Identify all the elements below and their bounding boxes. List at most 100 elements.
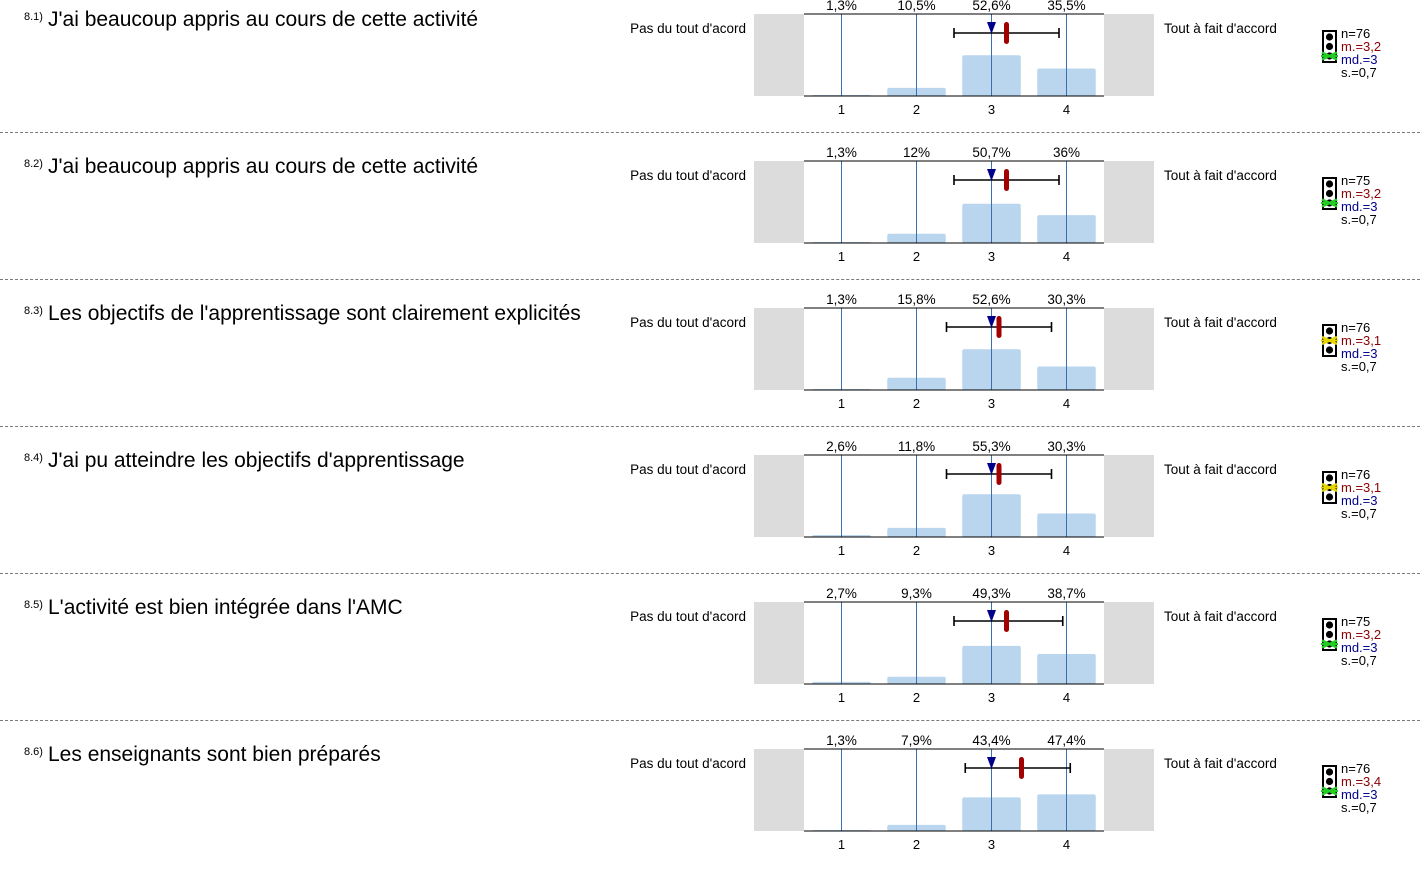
stat-sd: s.=0,7 [1341, 800, 1377, 815]
stats-block: n=75 m.=3,2 md.=3 s.=0,7 [1341, 174, 1381, 226]
tick-label: 3 [988, 102, 995, 117]
tick-label: 4 [1063, 102, 1070, 117]
stat-sd: s.=0,7 [1341, 653, 1377, 668]
row-separator [0, 279, 1420, 280]
tick-label: 2 [913, 690, 920, 705]
side-panel-left [754, 14, 804, 96]
stat-median: md.=3 [1341, 640, 1378, 655]
percent-label: 1,3% [826, 145, 857, 160]
side-panel-right [1104, 455, 1154, 537]
traffic-light-icon [1321, 765, 1338, 798]
scale-right-label: Tout à fait d'accord [1164, 756, 1277, 771]
percent-label: 36% [1053, 145, 1080, 160]
median-marker [987, 463, 996, 475]
distribution-chart: 1,3% 7,9% 43,4% 47,4% 1 2 3 4 [754, 733, 1154, 852]
tick-label: 4 [1063, 396, 1070, 411]
median-marker [987, 316, 996, 328]
question-text: Les enseignants sont bien préparés [48, 743, 381, 766]
question-text: L'activité est bien intégrée dans l'AMC [48, 596, 403, 619]
side-panel-right [1104, 14, 1154, 96]
scale-right-label: Tout à fait d'accord [1164, 168, 1277, 183]
traffic-light-icon [1321, 471, 1338, 504]
distribution-chart: 1,3% 15,8% 52,6% 30,3% 1 2 3 4 [754, 292, 1154, 411]
stat-sd: s.=0,7 [1341, 359, 1377, 374]
tick-label: 1 [838, 102, 845, 117]
stats-block: n=75 m.=3,2 md.=3 s.=0,7 [1341, 615, 1381, 667]
side-panel-left [754, 455, 804, 537]
question-number: 8.4) [24, 452, 43, 464]
mean-marker [996, 463, 1002, 485]
stat-n: n=75 [1341, 173, 1371, 188]
percent-label: 38,7% [1047, 586, 1085, 601]
percent-label: 30,3% [1047, 292, 1085, 307]
tick-label: 4 [1063, 543, 1070, 558]
scale-left-label: Pas du tout d'acord [630, 756, 746, 771]
stat-median: md.=3 [1341, 787, 1378, 802]
row-separator [0, 573, 1420, 574]
traffic-light-icon [1321, 177, 1338, 210]
question-number: 8.3) [24, 305, 43, 317]
side-panel-right [1104, 602, 1154, 684]
percent-label: 9,3% [901, 586, 932, 601]
percent-label: 7,9% [901, 733, 932, 748]
scale-right-label: Tout à fait d'accord [1164, 609, 1277, 624]
stat-n: n=76 [1341, 467, 1371, 482]
percent-label: 1,3% [826, 0, 857, 13]
tick-label: 1 [838, 249, 845, 264]
percent-label: 15,8% [897, 292, 935, 307]
distribution-chart: 1,3% 10,5% 52,6% 35,5% 1 2 3 4 [754, 0, 1154, 117]
stat-n: n=76 [1341, 761, 1371, 776]
tick-label: 2 [913, 837, 920, 852]
scale-right-label: Tout à fait d'accord [1164, 21, 1277, 36]
scale-left-label: Pas du tout d'acord [630, 315, 746, 330]
traffic-light-icon [1321, 324, 1338, 357]
question-row: 8.6) Les enseignants sont bien préparés Pa… [0, 730, 1420, 877]
stat-n: n=75 [1341, 614, 1371, 629]
mean-marker [996, 316, 1002, 338]
median-marker [987, 169, 996, 181]
percent-label: 12% [903, 145, 930, 160]
percent-label: 43,4% [972, 733, 1010, 748]
stat-median: md.=3 [1341, 346, 1378, 361]
mean-marker [1004, 610, 1009, 632]
percent-label: 1,3% [826, 292, 857, 307]
stat-mean: m.=3,2 [1341, 627, 1382, 642]
question-row: 8.2) J'ai beaucoup appris au cours de cet… [0, 142, 1420, 289]
percent-label: 52,6% [972, 0, 1010, 13]
percent-label: 52,6% [972, 292, 1010, 307]
tick-label: 1 [838, 837, 845, 852]
stat-n: n=76 [1341, 320, 1371, 335]
question-row: 8.4) J'ai pu atteindre les objectifs d'ap… [0, 436, 1420, 583]
tick-label: 2 [913, 102, 920, 117]
stat-mean: m.=3,2 [1341, 39, 1382, 54]
distribution-chart: 2,6% 11,8% 55,3% 30,3% 1 2 3 4 [754, 439, 1154, 558]
question-row: 8.3) Les objectifs de l'apprentissage son… [0, 289, 1420, 436]
stat-mean: m.=3,1 [1341, 480, 1382, 495]
percent-label: 55,3% [972, 439, 1010, 454]
tick-label: 1 [838, 396, 845, 411]
stat-median: md.=3 [1341, 52, 1378, 67]
stat-mean: m.=3,4 [1341, 774, 1382, 789]
stat-sd: s.=0,7 [1341, 65, 1377, 80]
question-text: J'ai pu atteindre les objectifs d'appren… [48, 449, 465, 472]
mean-marker [1019, 757, 1024, 779]
tick-label: 4 [1063, 837, 1070, 852]
side-panel-right [1104, 308, 1154, 390]
mean-marker [1004, 169, 1009, 191]
tick-label: 3 [988, 543, 995, 558]
percent-label: 49,3% [972, 586, 1010, 601]
question-row: 8.5) L'activité est bien intégrée dans l'… [0, 583, 1420, 730]
stats-block: n=76 m.=3,4 md.=3 s.=0,7 [1341, 762, 1381, 814]
scale-left-label: Pas du tout d'acord [630, 21, 746, 36]
stat-median: md.=3 [1341, 493, 1378, 508]
row-separator [0, 132, 1420, 133]
row-separator [0, 720, 1420, 721]
question-text: J'ai beaucoup appris au cours de cette a… [48, 8, 479, 31]
scale-right-label: Tout à fait d'accord [1164, 315, 1277, 330]
tick-label: 3 [988, 396, 995, 411]
question-row: 8.1) J'ai beaucoup appris au cours de cet… [0, 0, 1420, 142]
question-number: 8.2) [24, 158, 43, 170]
traffic-light-icon [1321, 618, 1338, 651]
percent-label: 2,7% [826, 586, 857, 601]
median-marker [987, 610, 996, 622]
